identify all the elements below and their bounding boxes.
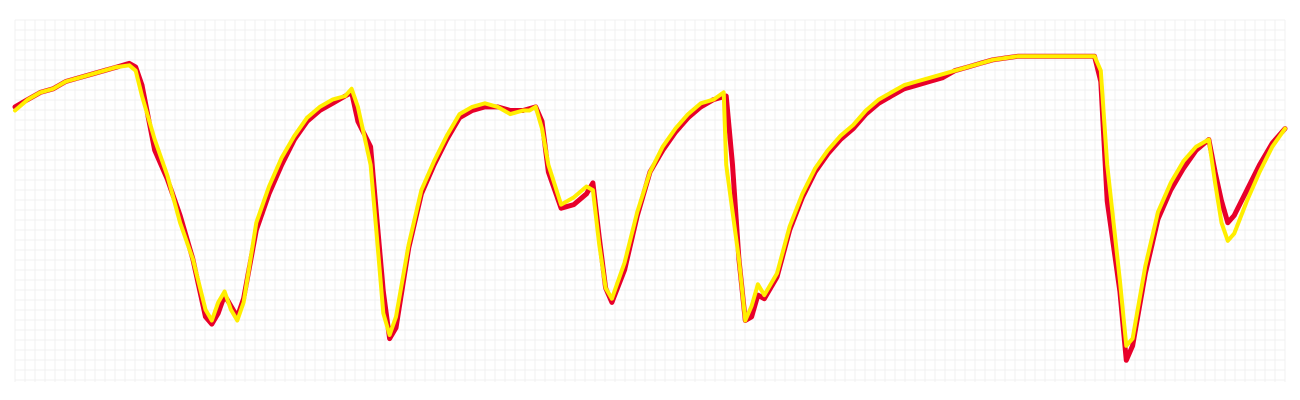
chart-series-group bbox=[12, 53, 1288, 363]
chart-grid bbox=[14, 19, 1286, 382]
series-line-2 bbox=[13, 54, 1287, 348]
